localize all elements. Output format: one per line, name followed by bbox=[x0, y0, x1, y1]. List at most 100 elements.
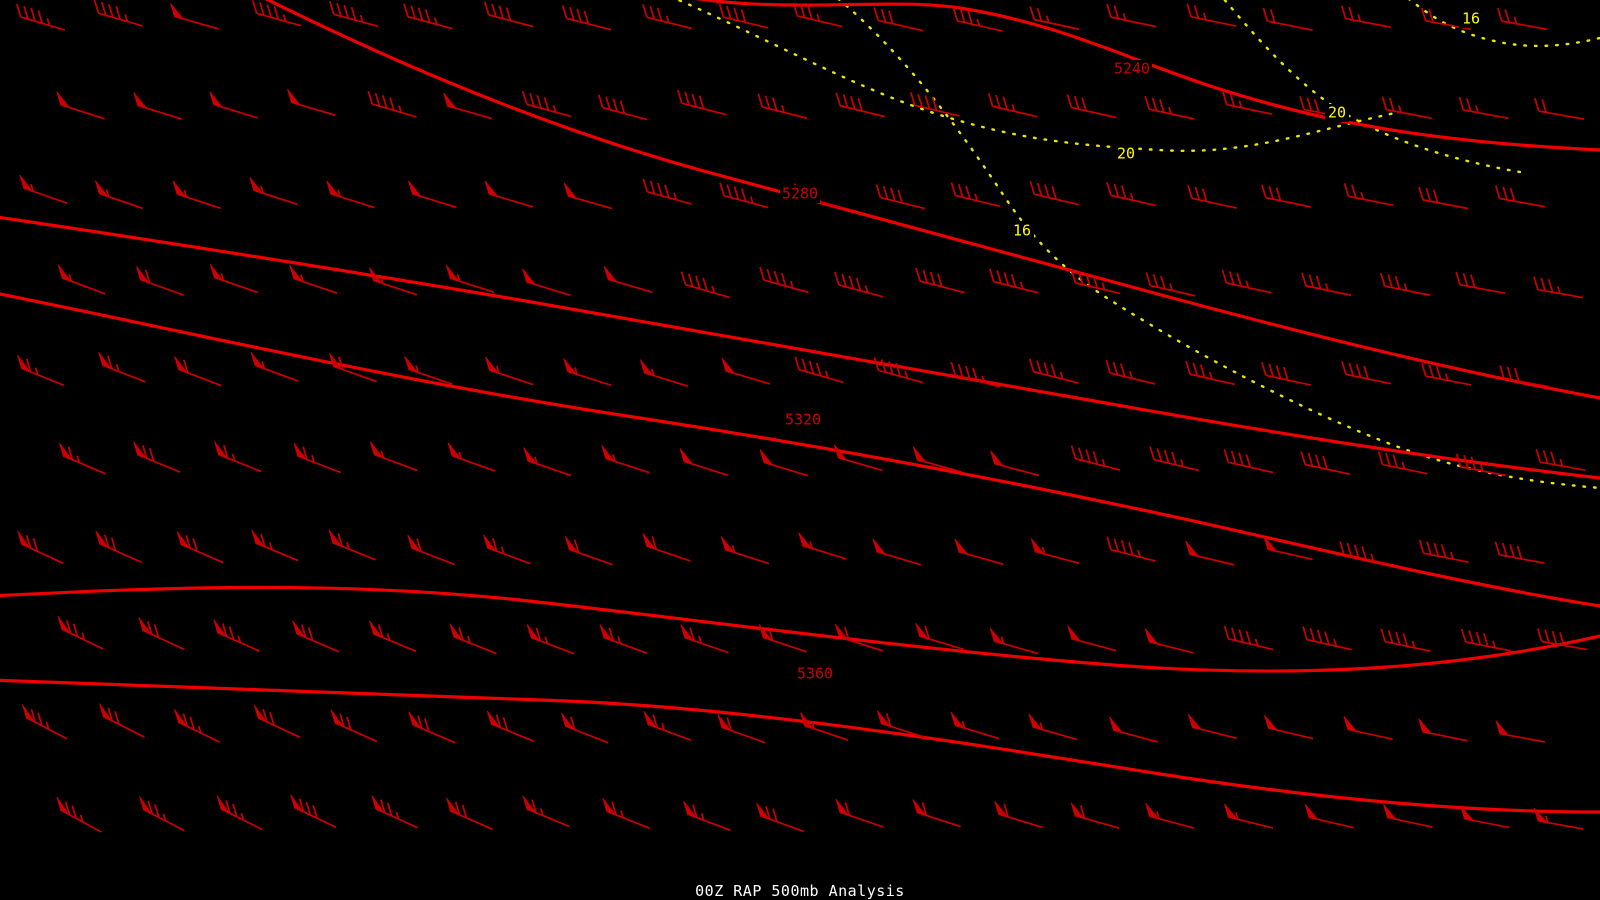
barb-full bbox=[680, 271, 687, 285]
wind-barb bbox=[1222, 91, 1273, 115]
barb-pennant bbox=[1144, 628, 1159, 645]
barb-full bbox=[1159, 99, 1165, 113]
barb-full bbox=[687, 273, 694, 287]
barb-pennant bbox=[57, 264, 72, 282]
barb-full bbox=[1421, 362, 1427, 377]
vorticity-contour-label: 16 bbox=[1462, 10, 1480, 28]
barb-full bbox=[1308, 274, 1315, 288]
barb-full bbox=[873, 357, 880, 371]
barb-full bbox=[689, 627, 695, 641]
barb-half bbox=[220, 273, 225, 281]
wind-barb bbox=[1455, 271, 1506, 295]
barb-full bbox=[23, 5, 29, 20]
barb-shaft bbox=[1345, 17, 1391, 29]
height-contour-label: 5320 bbox=[785, 411, 821, 429]
barb-half bbox=[1130, 193, 1134, 201]
barb-half bbox=[673, 192, 678, 201]
barb-full bbox=[377, 624, 384, 638]
wind-barb bbox=[251, 0, 302, 27]
barb-pennant bbox=[138, 616, 153, 635]
barb-full bbox=[702, 277, 708, 292]
barb-full bbox=[1559, 632, 1565, 646]
barb-pennant bbox=[94, 180, 109, 198]
barb-shaft bbox=[1075, 457, 1121, 471]
barb-full bbox=[1343, 183, 1350, 197]
barb-pennant bbox=[214, 441, 228, 459]
barb-full bbox=[104, 534, 110, 548]
barb-full bbox=[312, 804, 318, 819]
barb-pennant bbox=[449, 623, 464, 641]
barb-pennant bbox=[954, 538, 969, 555]
barb-full bbox=[848, 275, 855, 290]
wind-barb bbox=[835, 92, 886, 118]
barb-full bbox=[1428, 8, 1434, 23]
barb-full bbox=[989, 268, 995, 282]
barb-full bbox=[937, 273, 943, 287]
wind-barb bbox=[484, 1, 534, 28]
wind-barb bbox=[1029, 6, 1080, 31]
barb-full bbox=[698, 95, 705, 110]
barb-full bbox=[183, 359, 189, 374]
wind-barb bbox=[757, 93, 808, 119]
barb-shaft bbox=[840, 104, 886, 118]
barb-full bbox=[619, 100, 626, 114]
wind-barb bbox=[485, 356, 534, 386]
wind-barb bbox=[213, 619, 260, 652]
wind-barb bbox=[1223, 449, 1274, 474]
barb-half bbox=[544, 636, 549, 644]
barb-half bbox=[34, 367, 39, 375]
barb-full bbox=[1494, 185, 1501, 199]
barb-half bbox=[1325, 283, 1329, 291]
barb-full bbox=[1187, 185, 1193, 199]
barb-full bbox=[1044, 184, 1050, 198]
wind-barb bbox=[249, 176, 298, 206]
barb-full bbox=[740, 188, 747, 202]
barb-full bbox=[1348, 6, 1354, 21]
barb-half bbox=[1492, 640, 1496, 649]
barb-full bbox=[1078, 447, 1084, 461]
barb-pennant bbox=[680, 624, 695, 642]
barb-full bbox=[1029, 180, 1036, 195]
barb-full bbox=[917, 93, 923, 108]
wind-barb bbox=[954, 538, 1004, 566]
barb-shaft bbox=[1109, 372, 1156, 385]
barb-full bbox=[695, 275, 701, 290]
barb-pennant bbox=[717, 714, 732, 732]
barb-half bbox=[434, 17, 438, 25]
wind-barb bbox=[57, 615, 104, 650]
barb-full bbox=[1387, 630, 1394, 644]
wind-barb bbox=[639, 359, 689, 388]
barb-full bbox=[880, 8, 887, 23]
barb-full bbox=[182, 713, 189, 727]
wind-barb bbox=[292, 620, 340, 653]
wind-barb bbox=[407, 534, 455, 566]
barb-half bbox=[500, 546, 505, 555]
barb-full bbox=[389, 97, 395, 111]
barb-half bbox=[981, 375, 986, 384]
wind-barb bbox=[989, 268, 1039, 294]
barb-full bbox=[1380, 272, 1386, 287]
barb-pennant bbox=[98, 351, 113, 370]
barb-full bbox=[1050, 363, 1057, 378]
barb-full bbox=[374, 92, 381, 107]
barb-full bbox=[834, 271, 840, 286]
barb-half bbox=[458, 451, 463, 460]
barb-full bbox=[656, 7, 663, 22]
barb-half bbox=[1168, 106, 1172, 115]
barb-full bbox=[1261, 184, 1267, 198]
barb-full bbox=[1085, 449, 1091, 463]
barb-pennant bbox=[133, 92, 148, 109]
label-backing bbox=[780, 185, 820, 203]
barb-full bbox=[652, 714, 658, 728]
barb-pennant bbox=[989, 627, 1004, 645]
barb-half bbox=[534, 456, 538, 465]
barb-full bbox=[1541, 99, 1547, 113]
barb-pennant bbox=[447, 442, 462, 460]
barb-shaft bbox=[955, 194, 1001, 208]
barb-full bbox=[677, 89, 683, 104]
barb-full bbox=[835, 92, 842, 106]
barb-half bbox=[495, 365, 500, 374]
barb-full bbox=[223, 444, 229, 459]
barb-half bbox=[359, 14, 364, 23]
